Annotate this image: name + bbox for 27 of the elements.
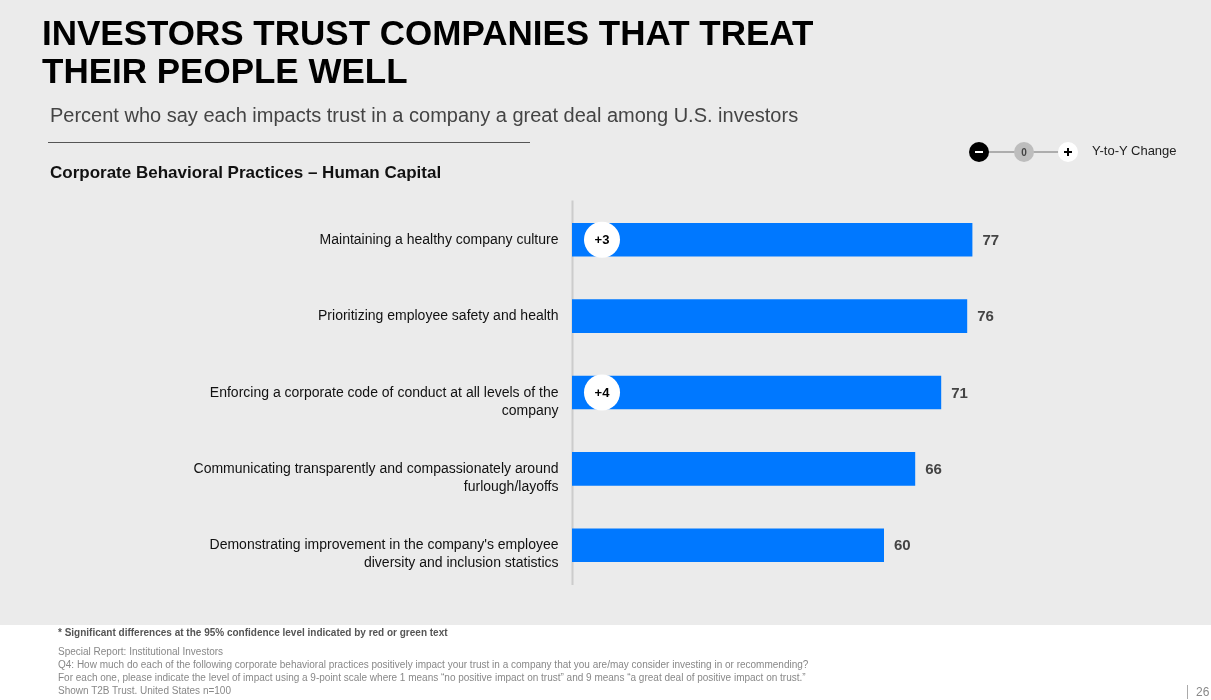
y-tick-label: Prioritizing employee safety and health xyxy=(318,307,559,324)
bar xyxy=(572,299,968,333)
y-tick-label: Maintaining a healthy company culture xyxy=(319,230,559,247)
y-tick-label: Communicating transparently and compassionately around furlough/layoffs xyxy=(193,459,559,494)
data-label: 71 xyxy=(951,383,968,401)
text: Corporate Behavioral Practices – Human Capital xyxy=(50,163,442,183)
chart-subtitle: Percent who say each impacts trust in a company a great deal among U.S. investors xyxy=(50,104,799,127)
text: Special Report: Institutional Investors xyxy=(58,645,225,658)
y-tick-label: Enforcing a corporate code of conduct at all levels of the company xyxy=(209,383,559,418)
text: 26 xyxy=(1187,685,1210,699)
bar xyxy=(572,452,916,486)
text: Shown T2B Trust. United States n=100 xyxy=(58,684,232,697)
bar xyxy=(572,528,884,563)
data-label: 66 xyxy=(925,459,942,477)
chart-title: INVESTORS TRUST COMPANIES THAT TREAT THEIR PEOPLE WELL xyxy=(42,13,815,90)
bar xyxy=(572,222,973,257)
bar xyxy=(572,375,942,410)
data-label: 77 xyxy=(982,230,1000,248)
text: * Significant differences at the 95% confidence level indicated by red or green text xyxy=(58,627,448,638)
y-tick-label: Demonstrating improvement in the company's employee diversity and inclusion statistics xyxy=(209,536,559,571)
text: For each one, please indicate the level of impact using a 9-point scale where 1 means “no positive impact on trust” and 9 means “a great deal of positive impact on trust.” xyxy=(58,671,807,684)
annotation: +3 xyxy=(594,231,610,247)
data-label: 76 xyxy=(977,307,994,325)
data-label: 60 xyxy=(894,536,911,554)
annotation: +4 xyxy=(594,384,611,400)
text: Y-to-Y Change xyxy=(1092,143,1177,158)
text: Q4: How much do each of the following corporate behavioral practices positively impact your trust in a company that you are/may consider investing in or recommending? xyxy=(58,658,809,671)
